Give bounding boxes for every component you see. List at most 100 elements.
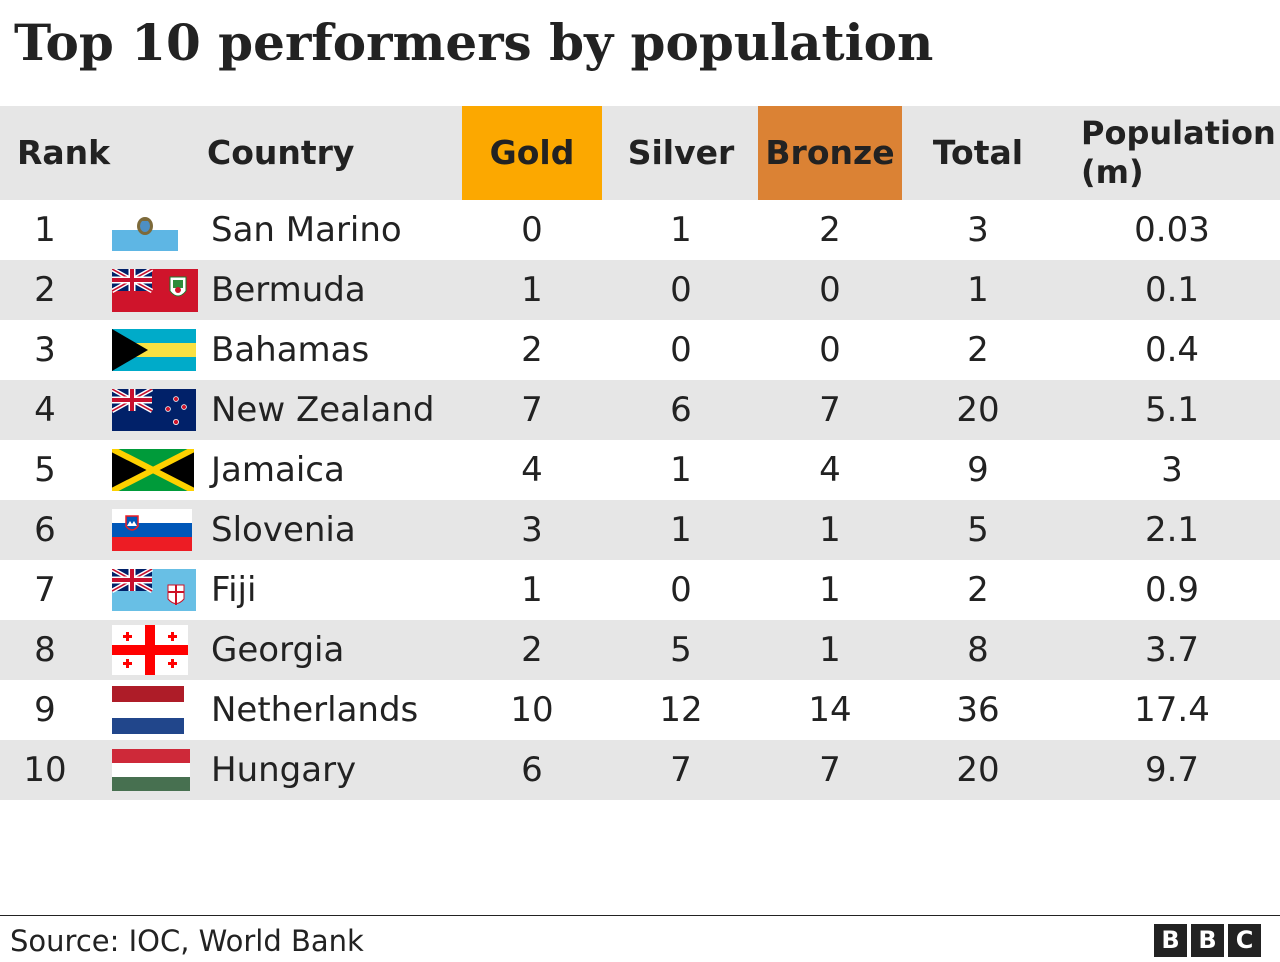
- country-cell: Bahamas: [211, 330, 370, 370]
- silver-cell: 1: [670, 510, 692, 550]
- gold-cell: 1: [521, 570, 543, 610]
- silver-cell: 1: [670, 210, 692, 250]
- gold-cell: 7: [521, 390, 543, 430]
- bronze-cell: 1: [819, 510, 841, 550]
- total-cell: 3: [967, 210, 989, 250]
- table-row: 8 Georgia 2 5 1 8 3.7: [0, 620, 1280, 680]
- rank-cell: 2: [34, 270, 56, 310]
- country-cell: Hungary: [211, 750, 357, 790]
- table-row: 2 Bermuda 1 0 0 1 0.1: [0, 260, 1280, 320]
- divider: [0, 915, 1280, 916]
- rank-cell: 6: [34, 510, 56, 550]
- country-cell: New Zealand: [211, 390, 435, 430]
- population-cell: 2.1: [1144, 510, 1200, 550]
- table-body: 1 San Marino 0 1 2 3 0.03 2 Bermuda 1 0 0 1 0.1 3 Baham…: [0, 200, 1280, 800]
- population-cell: 17.4: [1134, 690, 1210, 730]
- silver-cell: 0: [670, 270, 692, 310]
- rank-cell: 4: [34, 390, 56, 430]
- gold-cell: 0: [521, 210, 543, 250]
- total-cell: 36: [956, 690, 1000, 730]
- population-cell: 0.1: [1144, 270, 1200, 310]
- new-zealand-flag-icon: [112, 380, 198, 440]
- silver-cell: 12: [659, 690, 703, 730]
- table-row: 7 Fiji 1 0 1 2 0.9: [0, 560, 1280, 620]
- population-cell: 0.9: [1144, 570, 1200, 610]
- header-rank: Rank: [17, 133, 111, 172]
- header-total: Total: [932, 133, 1024, 172]
- netherlands-flag-icon: [112, 680, 198, 740]
- source-note: Source: IOC, World Bank: [10, 924, 364, 958]
- silver-cell: 6: [670, 390, 692, 430]
- gold-cell: 6: [521, 750, 543, 790]
- chart-title: Top 10 performers by population: [14, 13, 934, 72]
- country-cell: Jamaica: [211, 450, 345, 490]
- silver-cell: 7: [670, 750, 692, 790]
- rank-cell: 3: [34, 330, 56, 370]
- rank-cell: 5: [34, 450, 56, 490]
- population-cell: 3.7: [1144, 630, 1200, 670]
- gold-cell: 1: [521, 270, 543, 310]
- bronze-cell: 4: [819, 450, 841, 490]
- total-cell: 1: [967, 270, 989, 310]
- total-cell: 5: [967, 510, 989, 550]
- total-cell: 20: [956, 390, 1000, 430]
- rank-cell: 9: [34, 690, 56, 730]
- population-cell: 0.03: [1134, 210, 1210, 250]
- logo-letter: B: [1191, 924, 1224, 957]
- population-cell: 3: [1161, 450, 1183, 490]
- silver-cell: 5: [670, 630, 692, 670]
- rank-cell: 7: [34, 570, 56, 610]
- slovenia-flag-icon: [112, 500, 198, 560]
- silver-cell: 0: [670, 330, 692, 370]
- table-row: 1 San Marino 0 1 2 3 0.03: [0, 200, 1280, 260]
- bronze-cell: 7: [819, 390, 841, 430]
- country-cell: Georgia: [211, 630, 345, 670]
- header-silver: Silver: [627, 133, 735, 172]
- header-gold: Gold: [462, 106, 602, 200]
- table-row: 9 Netherlands 10 12 14 36 17.4: [0, 680, 1280, 740]
- header-population: Population (m): [1081, 106, 1280, 200]
- rank-cell: 1: [34, 210, 56, 250]
- header-country: Country: [207, 133, 355, 172]
- total-cell: 2: [967, 330, 989, 370]
- logo-letter: B: [1154, 924, 1187, 957]
- bronze-cell: 14: [808, 690, 852, 730]
- gold-cell: 10: [510, 690, 554, 730]
- silver-cell: 0: [670, 570, 692, 610]
- bbc-logo: B B C: [1154, 924, 1261, 957]
- header-population-line1: Population: [1081, 114, 1276, 152]
- country-cell: Fiji: [211, 570, 257, 610]
- table-row: 4 New Zealand 7 6 7 20 5.1: [0, 380, 1280, 440]
- country-cell: Netherlands: [211, 690, 419, 730]
- bronze-cell: 2: [819, 210, 841, 250]
- bronze-cell: 7: [819, 750, 841, 790]
- fiji-flag-icon: [112, 560, 198, 620]
- bronze-cell: 0: [819, 330, 841, 370]
- population-cell: 5.1: [1144, 390, 1200, 430]
- rank-cell: 10: [23, 750, 67, 790]
- table-row: 3 Bahamas 2 0 0 2 0.4: [0, 320, 1280, 380]
- population-cell: 0.4: [1144, 330, 1200, 370]
- header-population-line2: (m): [1081, 153, 1144, 191]
- table-row: 6 Slovenia 3 1 1 5 2.1: [0, 500, 1280, 560]
- header-bronze: Bronze: [758, 106, 902, 200]
- total-cell: 20: [956, 750, 1000, 790]
- hungary-flag-icon: [112, 740, 198, 800]
- bronze-cell: 0: [819, 270, 841, 310]
- gold-cell: 2: [521, 630, 543, 670]
- total-cell: 2: [967, 570, 989, 610]
- jamaica-flag-icon: [112, 440, 198, 500]
- gold-cell: 3: [521, 510, 543, 550]
- bronze-cell: 1: [819, 630, 841, 670]
- total-cell: 9: [967, 450, 989, 490]
- gold-cell: 4: [521, 450, 543, 490]
- bermuda-flag-icon: [112, 260, 198, 320]
- country-cell: San Marino: [211, 210, 402, 250]
- san-marino-flag-icon: [112, 200, 198, 260]
- table-row: 5 Jamaica 4 1 4 9 3: [0, 440, 1280, 500]
- population-cell: 9.7: [1144, 750, 1200, 790]
- bronze-cell: 1: [819, 570, 841, 610]
- table-row: 10 Hungary 6 7 7 20 9.7: [0, 740, 1280, 800]
- total-cell: 8: [967, 630, 989, 670]
- bahamas-flag-icon: [112, 320, 198, 380]
